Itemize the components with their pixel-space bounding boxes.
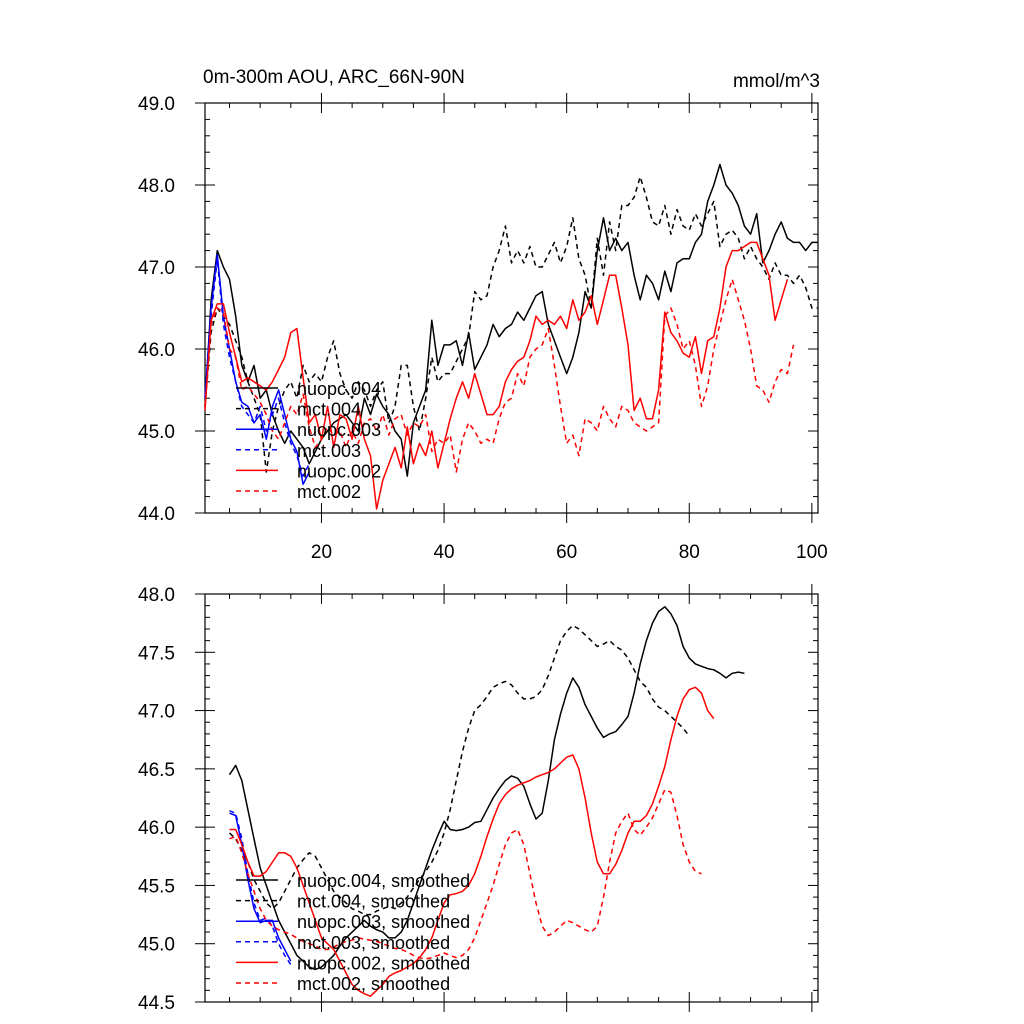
y-tick-label-top: 47.0 [138,258,175,279]
legend-label-top: nuopc.003 [297,420,381,440]
series-line-nuopc-003 [204,253,310,486]
legend-label-bottom: nuopc.004, smoothed [297,871,470,891]
y-tick-label-top: 45.0 [138,422,175,443]
legend-label-top: mct.003 [297,441,361,461]
series-line-mct-004 [204,176,818,473]
series-line-nuopc-004 [204,163,818,477]
plot-frame-bottom [204,593,819,1003]
panel-top: 44.0 45.0 46.0 47.0 48.0 49.0 20 40 60 80 100 nuopc… [138,93,828,563]
y-tick-label-top: 46.0 [138,340,175,361]
series-line-nuopc-002-smoothed [229,686,715,997]
y-tick-label-bottom: 47.5 [138,643,175,664]
legend-label-top: nuopc.002 [297,461,381,481]
series-line-mct-002 [204,278,795,473]
y-tick-label-top: 49.0 [138,94,175,115]
legend-label-top: mct.002 [297,482,361,502]
series-line-mct-003-smoothed [229,810,292,966]
legend-label-bottom: mct.003, smoothed [297,933,450,953]
x-tick-label-top: 20 [311,542,332,563]
series-group-bottom [228,606,745,997]
x-tick-label-top: 40 [433,542,454,563]
series-line-mct-003 [204,258,310,477]
chart-title: 0m-300m AOU, ARC_66N-90N [203,67,465,88]
series-line-mct-002-smoothed [229,789,702,960]
series-line-nuopc-004-smoothed [228,606,745,971]
y-tick-label-bottom: 47.0 [138,702,175,723]
y-tick-label-bottom: 44.5 [138,993,175,1014]
legend-label-bottom: mct.004, smoothed [297,892,450,912]
y-tick-label-bottom: 45.5 [138,876,175,897]
legend-label-bottom: mct.002, smoothed [297,974,450,994]
legend-label-bottom: nuopc.002, smoothed [297,953,470,973]
y-tick-label-bottom: 46.5 [138,760,175,781]
x-tick-label-top: 100 [796,542,828,563]
y-tick-label-top: 48.0 [138,176,175,197]
series-line-nuopc-003-smoothed [229,812,292,962]
series-line-mct-004-smoothed [228,624,690,916]
y-tick-label-bottom: 46.0 [138,818,175,839]
units-label: mmol/m^3 [733,71,820,92]
y-tick-label-bottom: 48.0 [138,585,175,606]
legend-label-bottom: nuopc.003, smoothed [297,912,470,932]
legend-label-top: nuopc.004 [297,379,381,399]
x-tick-label-top: 60 [556,542,577,563]
series-group-top [204,163,818,510]
legend-label-top: mct.004 [297,400,361,420]
series-line-nuopc-002 [204,241,789,510]
y-tick-label-top: 44.0 [138,504,175,525]
panel-bottom: 44.5 45.0 45.5 46.0 46.5 47.0 47.5 48.0 nuopc.00… [138,584,819,1014]
x-tick-label-top: 80 [679,542,700,563]
y-tick-label-bottom: 45.0 [138,935,175,956]
